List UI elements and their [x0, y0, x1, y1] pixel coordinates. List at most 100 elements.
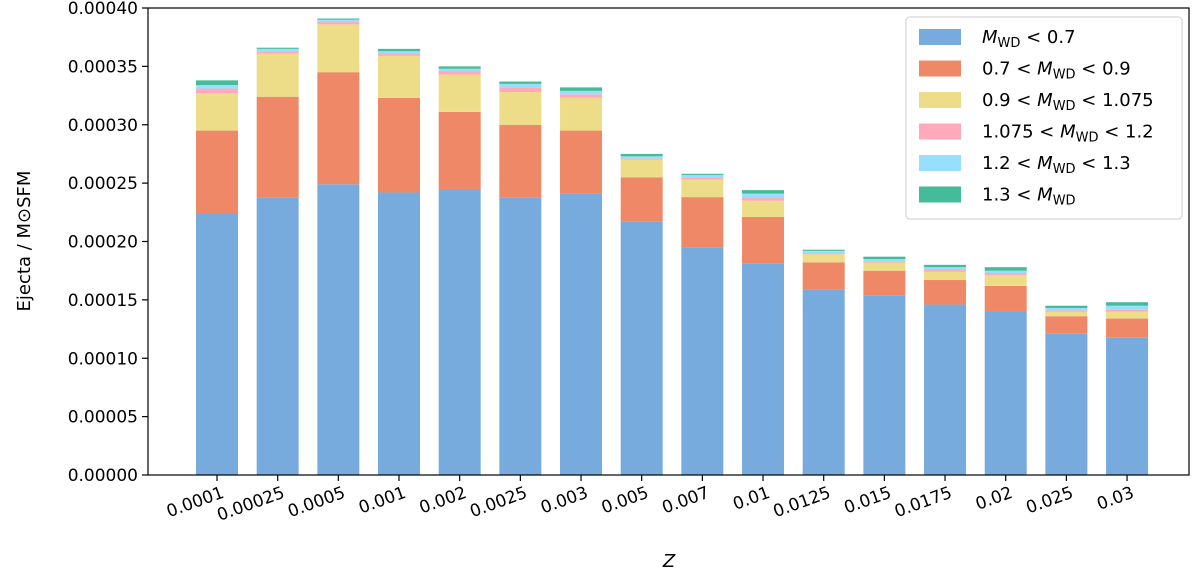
bar-segment-0.002-s4 — [438, 68, 481, 72]
bar-segment-0.01-s4 — [742, 193, 785, 198]
bar-segment-0.003-s0 — [560, 193, 603, 475]
y-tick-label: 0.00000 — [68, 466, 138, 486]
bar-segment-0.02-s2 — [984, 275, 1027, 286]
legend-label: 1.075 < MWD < 1.2 — [982, 122, 1154, 146]
legend-swatch — [919, 186, 961, 203]
bar-segment-0.0125-s3 — [802, 253, 845, 255]
bar-segment-0.005-s1 — [620, 177, 663, 222]
bar-segment-0.0001-s4 — [196, 85, 238, 89]
bar-segment-0.025-s0 — [1045, 333, 1088, 475]
bar-segment-0.03-s4 — [1106, 305, 1149, 310]
bar-segment-0.02-s5 — [984, 267, 1027, 271]
bar-segment-0.002-s3 — [438, 71, 481, 75]
bar-segment-0.01-s1 — [742, 216, 785, 264]
legend-label: 1.2 < MWD < 1.3 — [982, 153, 1131, 177]
bar-segment-0.00025-s5 — [256, 47, 299, 49]
bar-segment-0.0175-s3 — [924, 269, 967, 272]
bar-segment-0.005-s5 — [620, 153, 663, 157]
bar-segment-0.0025-s4 — [499, 83, 542, 88]
bar-segment-0.0025-s0 — [499, 197, 542, 475]
bar-segment-0.03-s3 — [1106, 309, 1149, 312]
bar-segment-0.001-s2 — [378, 55, 421, 98]
bar-segment-0.007-s5 — [681, 173, 724, 175]
bar-segment-0.025-s3 — [1045, 310, 1088, 312]
bar-segment-0.005-s0 — [620, 221, 663, 475]
bar-segment-0.015-s1 — [863, 270, 906, 296]
bar-segment-0.007-s3 — [681, 177, 724, 180]
x-tick-label: 0.0025 — [467, 483, 530, 522]
bar-segment-0.02-s3 — [984, 273, 1027, 276]
bar-segment-0.0175-s0 — [924, 304, 967, 475]
legend-swatch — [919, 155, 961, 171]
y-tick-label: 0.00020 — [68, 233, 138, 253]
bar-segment-0.003-s4 — [560, 90, 603, 95]
x-tick-label: 0.015 — [842, 483, 895, 518]
legend-label: 0.7 < MWD < 0.9 — [982, 59, 1131, 83]
x-tick-label: 0.025 — [1024, 483, 1077, 518]
bar-segment-0.0025-s1 — [499, 124, 542, 198]
bar-segment-0.0025-s2 — [499, 92, 542, 125]
bar-segment-0.001-s4 — [378, 51, 421, 54]
bar-segment-0.003-s3 — [560, 94, 603, 98]
legend-swatch — [919, 92, 961, 108]
x-tick-label: 0.003 — [538, 483, 591, 518]
y-tick-label: 0.00005 — [68, 408, 138, 428]
bar-segment-0.0175-s4 — [924, 267, 967, 270]
bar-segment-0.005-s2 — [620, 159, 663, 178]
bar-segment-0.0001-s3 — [196, 88, 238, 94]
bar-segment-0.0005-s0 — [317, 184, 360, 476]
bar-segment-0.025-s5 — [1045, 305, 1088, 309]
x-tick-label: 0.0175 — [892, 483, 955, 522]
bar-segment-0.025-s2 — [1045, 311, 1088, 317]
bar-segment-0.002-s2 — [438, 74, 481, 112]
bar-segment-0.001-s1 — [378, 97, 421, 193]
y-axis: 0.00000 0.00005 0.00010 0.00015 0.00020 0.000… — [68, 0, 148, 486]
x-tick-label: 0.0005 — [285, 483, 348, 522]
bar-segment-0.00025-s2 — [256, 53, 299, 97]
x-tick-label: 0.01 — [730, 483, 772, 515]
bar-segment-0.0001-s1 — [196, 130, 238, 214]
x-tick-label: 0.005 — [599, 483, 652, 518]
bar-segment-0.015-s5 — [863, 256, 906, 260]
bar-segment-0.001-s0 — [378, 192, 421, 475]
bar-segment-0.0125-s5 — [802, 249, 845, 251]
bar-segment-0.0025-s5 — [499, 81, 542, 84]
bar-segment-0.007-s0 — [681, 247, 724, 475]
bar-segment-0.03-s5 — [1106, 302, 1149, 306]
bar-segment-0.0005-s3 — [317, 22, 360, 25]
bar-segment-0.0125-s1 — [802, 262, 845, 290]
bar-segment-0.003-s5 — [560, 87, 603, 91]
bar-segment-0.01-s5 — [742, 190, 785, 194]
bar-segment-0.003-s2 — [560, 97, 603, 131]
legend: MWD < 0.7 0.7 < MWD < 0.9 0.9 < MWD < 1.07… — [905, 16, 1183, 220]
y-tick-label: 0.00010 — [68, 349, 138, 369]
bar-segment-0.0175-s1 — [924, 280, 967, 305]
bar-segment-0.007-s1 — [681, 197, 724, 248]
y-axis-label: Ejecta / M⊙SFM — [14, 171, 35, 312]
x-tick-label: 0.00025 — [214, 483, 287, 526]
legend-label: 1.3 < MWD — [982, 185, 1076, 209]
bar-segment-0.0001-s5 — [196, 80, 238, 86]
bar-segment-0.0125-s4 — [802, 250, 845, 254]
bar-segment-0.007-s4 — [681, 174, 724, 178]
x-tick-label: 0.02 — [973, 483, 1015, 515]
legend-label: 0.9 < MWD < 1.075 — [982, 90, 1154, 114]
x-tick-label: 0.002 — [417, 483, 470, 518]
bar-segment-0.02-s1 — [984, 285, 1027, 312]
bar-segment-0.015-s3 — [863, 261, 906, 263]
bar-segment-0.0001-s0 — [196, 213, 238, 476]
bar-segment-0.01-s3 — [742, 197, 785, 201]
bar-segment-0.01-s2 — [742, 200, 785, 217]
bar-segment-0.03-s1 — [1106, 318, 1149, 338]
bar-segment-0.005-s4 — [620, 156, 663, 159]
bar-segment-0.00025-s3 — [256, 51, 299, 54]
bar-segment-0.002-s0 — [438, 188, 481, 475]
bar-segment-0.03-s0 — [1106, 337, 1149, 475]
bar-segment-0.015-s0 — [863, 295, 906, 475]
bar-segment-0.00025-s4 — [256, 48, 299, 52]
y-tick-label: 0.00015 — [68, 291, 138, 311]
legend-label: MWD < 0.7 — [982, 27, 1076, 51]
legend-swatch — [919, 60, 961, 77]
